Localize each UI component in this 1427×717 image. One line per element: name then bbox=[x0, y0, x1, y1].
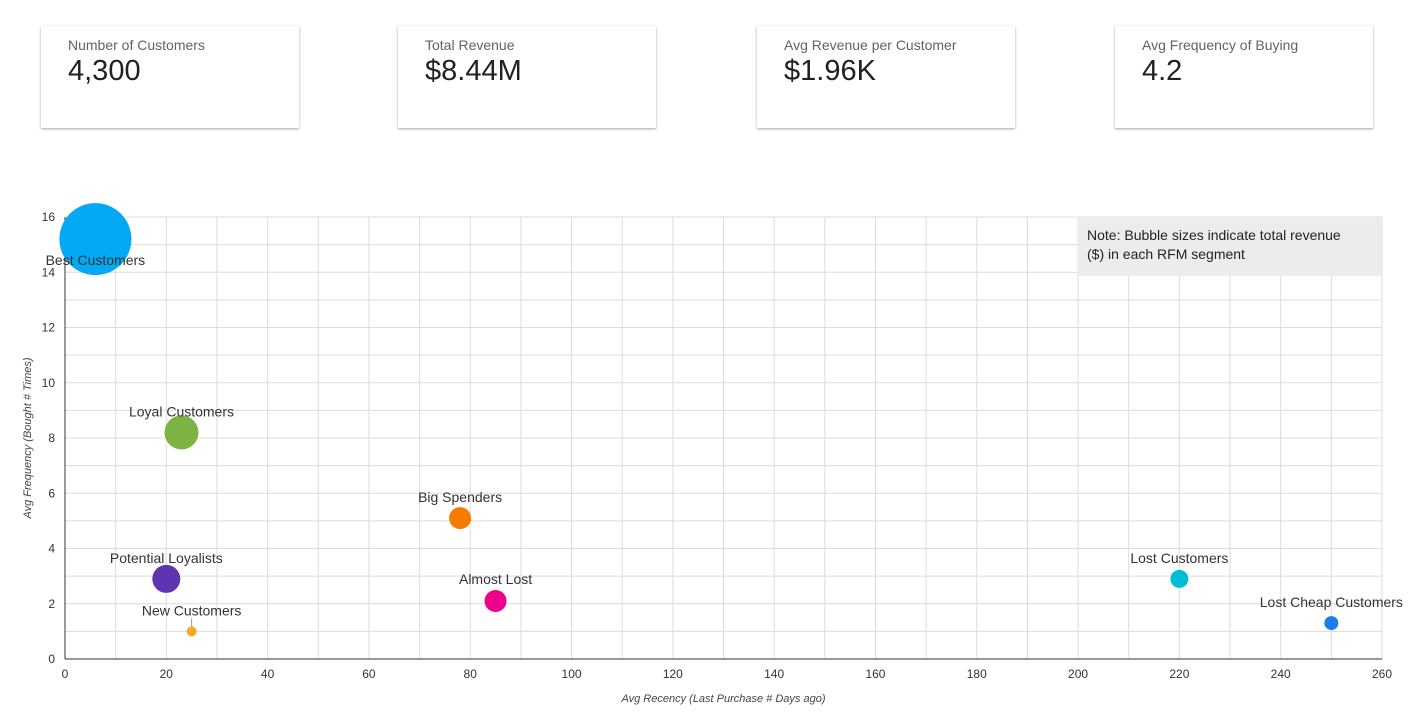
note-box: Note: Bubble sizes indicate total revenu… bbox=[1078, 217, 1383, 276]
bubble-best-customers[interactable] bbox=[59, 203, 132, 276]
kpi-card-avg-frequency: Avg Frequency of Buying 4.2 bbox=[1115, 26, 1373, 128]
x-axis-title: Avg Recency (Last Purchase # Days ago) bbox=[620, 693, 825, 705]
bubble-label: Potential Loyalists bbox=[110, 550, 223, 566]
axes: 0 20 40 60 80 100 120 140 160 180 200 220 240 260 0 2 4 6… bbox=[42, 210, 1393, 681]
bubble-label: Lost Customers bbox=[1130, 550, 1228, 566]
bubble-label: New Customers bbox=[142, 602, 242, 618]
bubble-lost-cheap-customers[interactable] bbox=[1324, 616, 1339, 631]
y-tick-label: 16 bbox=[42, 210, 56, 224]
x-tick-label: 220 bbox=[1169, 667, 1189, 681]
bubble-label: Best Customers bbox=[46, 252, 146, 268]
x-tick-label: 260 bbox=[1372, 667, 1392, 681]
kpi-label: Avg Revenue per Customer bbox=[784, 37, 957, 53]
bubble-new-customers[interactable] bbox=[186, 626, 197, 637]
x-tick-label: 200 bbox=[1068, 667, 1088, 681]
kpi-value: $8.44M bbox=[425, 55, 522, 87]
x-tick-label: 240 bbox=[1271, 667, 1291, 681]
x-tick-label: 140 bbox=[764, 667, 784, 681]
y-tick-label: 4 bbox=[48, 542, 55, 556]
kpi-label: Avg Frequency of Buying bbox=[1142, 37, 1299, 53]
bubble-loyal-customers[interactable] bbox=[164, 415, 199, 450]
y-tick-label: 10 bbox=[42, 376, 56, 390]
x-tick-label: 100 bbox=[562, 667, 582, 681]
y-tick-label: 0 bbox=[48, 652, 55, 666]
y-tick-label: 14 bbox=[42, 265, 56, 279]
x-tick-label: 120 bbox=[663, 667, 683, 681]
kpi-label: Total Revenue bbox=[425, 37, 515, 53]
bubble-lost-customers[interactable] bbox=[1170, 569, 1189, 588]
note-line: ($) in each RFM segment bbox=[1087, 246, 1245, 262]
bubble-label: Lost Cheap Customers bbox=[1260, 594, 1403, 610]
bubble-labels: Best Customers Loyal Customers Big Spender… bbox=[46, 252, 1403, 627]
bubbles bbox=[59, 203, 1339, 637]
x-tick-label: 60 bbox=[362, 667, 376, 681]
bubble-label: Big Spenders bbox=[418, 489, 502, 505]
kpi-label: Number of Customers bbox=[68, 37, 205, 53]
note-line: Note: Bubble sizes indicate total revenu… bbox=[1087, 227, 1341, 243]
y-axis-title: Avg Frequency (Bought # Times) bbox=[22, 357, 34, 519]
x-tick-label: 160 bbox=[865, 667, 885, 681]
grid bbox=[65, 216, 1383, 659]
x-tick-label: 180 bbox=[967, 667, 987, 681]
kpi-card-avg-revenue: Avg Revenue per Customer $1.96K bbox=[757, 26, 1015, 128]
bubble-almost-lost[interactable] bbox=[484, 589, 507, 612]
bubble-big-spenders[interactable] bbox=[449, 507, 472, 530]
y-tick-label: 12 bbox=[42, 321, 56, 335]
x-tick-label: 20 bbox=[160, 667, 174, 681]
x-tick-label: 80 bbox=[464, 667, 478, 681]
y-tick-label: 6 bbox=[48, 486, 55, 500]
x-tick-label: 0 bbox=[62, 667, 69, 681]
y-tick-label: 8 bbox=[48, 431, 55, 445]
bubble-label: Loyal Customers bbox=[129, 403, 234, 419]
y-tick-label: 2 bbox=[48, 597, 55, 611]
kpi-card-revenue: Total Revenue $8.44M bbox=[398, 26, 656, 128]
kpi-value: 4.2 bbox=[1142, 55, 1183, 87]
kpi-card-customers: Number of Customers 4,300 bbox=[41, 26, 299, 128]
kpi-value: $1.96K bbox=[784, 55, 876, 87]
bubble-label: Almost Lost bbox=[459, 571, 532, 587]
kpi-value: 4,300 bbox=[68, 55, 141, 87]
x-tick-label: 40 bbox=[261, 667, 275, 681]
bubble-potential-loyalists[interactable] bbox=[152, 564, 181, 593]
